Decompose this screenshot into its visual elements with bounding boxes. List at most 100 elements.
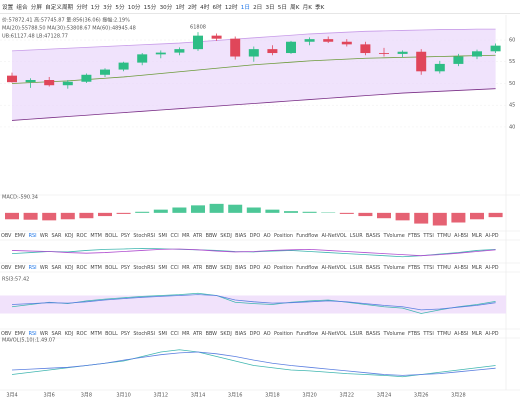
indicator-tab[interactable]: LSUR	[349, 232, 363, 239]
indicator-tab[interactable]: MR	[182, 264, 190, 271]
indicator-tab[interactable]: TTSI	[423, 264, 434, 271]
indicator-tab[interactable]: SAR	[51, 264, 62, 271]
indicator-tab[interactable]: DPO	[249, 330, 261, 337]
toolbar-item[interactable]: 6时	[212, 4, 222, 11]
indicator-tab[interactable]: ROC	[76, 330, 88, 337]
toolbar-item[interactable]: 5分	[115, 4, 125, 11]
indicator-tab[interactable]: PSY	[120, 330, 131, 337]
indicator-tab[interactable]: TTMU	[437, 330, 451, 337]
indicator-tab[interactable]: SKDJ	[220, 232, 232, 239]
indicator-tab[interactable]: RSI	[28, 232, 37, 239]
indicator-tab[interactable]: AI-PD	[485, 232, 499, 239]
indicator-tab[interactable]: SMI	[158, 330, 168, 337]
indicator-tab[interactable]: SAR	[51, 330, 62, 337]
indicator-tab[interactable]: StochRSI	[133, 330, 156, 337]
indicator-tab[interactable]: PSY	[120, 264, 131, 271]
indicator-tab[interactable]: AI-PD	[485, 330, 499, 337]
toolbar-item[interactable]: 分屏	[30, 4, 42, 11]
indicator-tab[interactable]: BIAS	[235, 232, 247, 239]
indicator-tab[interactable]: AI-NetVOL	[321, 264, 347, 271]
indicator-tab[interactable]: EMV	[14, 232, 26, 239]
indicator-tab[interactable]: BASIS	[365, 232, 381, 239]
indicator-tab[interactable]: AI-NetVOL	[321, 330, 347, 337]
indicator-tab[interactable]: TVolume	[383, 330, 405, 337]
indicator-tab[interactable]: LSUR	[349, 264, 363, 271]
indicator-tab[interactable]: RSI	[28, 264, 37, 271]
indicator-tab[interactable]: TVolume	[383, 264, 405, 271]
toolbar-item[interactable]: 1日	[240, 4, 250, 11]
indicator-tab[interactable]: BOLL	[105, 330, 118, 337]
indicator-tab[interactable]: RSI	[28, 330, 37, 337]
toolbar-item[interactable]: 3日	[265, 4, 275, 11]
toolbar-item[interactable]: 2日	[253, 4, 263, 11]
indicator-tab[interactable]: MTM	[90, 264, 102, 271]
indicator-tab[interactable]: AI-PD	[485, 264, 499, 271]
indicator-tab[interactable]: EMV	[14, 330, 26, 337]
indicator-tab[interactable]: Position	[273, 232, 293, 239]
indicator-tab[interactable]: SKDJ	[220, 264, 232, 271]
indicator-tab[interactable]: ROC	[76, 232, 88, 239]
indicator-tab[interactable]: KDJ	[64, 330, 74, 337]
indicator-tab[interactable]: ATR	[192, 264, 203, 271]
indicator-tab[interactable]: OBV	[1, 232, 12, 239]
indicator-tab[interactable]: MR	[182, 330, 190, 337]
indicator-tab[interactable]: KDJ	[64, 264, 74, 271]
indicator-tab[interactable]: AO	[263, 330, 271, 337]
toolbar-item[interactable]: 月K	[302, 4, 312, 11]
toolbar-item[interactable]: 设置	[2, 4, 14, 11]
toolbar-item[interactable]: 1分	[90, 4, 100, 11]
toolbar-item[interactable]: 季K	[315, 4, 325, 11]
toolbar-item[interactable]: 10分	[127, 4, 141, 11]
indicator-tab[interactable]: DPO	[249, 232, 261, 239]
indicator-tab[interactable]: FTBS	[408, 232, 421, 239]
indicator-tab[interactable]: BOLL	[105, 264, 118, 271]
indicator-tab[interactable]: ROC	[76, 264, 88, 271]
indicator-tab[interactable]: KDJ	[64, 232, 74, 239]
indicator-tab[interactable]: BASIS	[365, 264, 381, 271]
indicator-tab[interactable]: LSUR	[349, 330, 363, 337]
indicator-tab[interactable]: TTMU	[437, 264, 451, 271]
indicator-tab[interactable]: FTBS	[408, 264, 421, 271]
indicator-tab[interactable]: AI-BSI	[454, 264, 469, 271]
indicator-tab[interactable]: WR	[39, 264, 49, 271]
indicator-tab[interactable]: AO	[263, 232, 271, 239]
indicator-tab[interactable]: SKDJ	[220, 330, 232, 337]
indicator-tab[interactable]: CCI	[170, 264, 179, 271]
indicator-tab[interactable]: DPO	[249, 264, 261, 271]
toolbar-item[interactable]: 1时	[175, 4, 185, 11]
indicator-tab[interactable]: FTBS	[408, 330, 421, 337]
indicator-tab[interactable]: Position	[273, 264, 293, 271]
indicator-tab[interactable]: PSY	[120, 232, 131, 239]
indicator-tab[interactable]: SMI	[158, 264, 168, 271]
indicator-tab[interactable]: EMV	[14, 264, 26, 271]
indicator-tab[interactable]: TVolume	[383, 232, 405, 239]
indicator-tab[interactable]: BIAS	[235, 264, 247, 271]
indicator-tab[interactable]: TTSI	[423, 232, 434, 239]
indicator-tab[interactable]: AI-BSI	[454, 232, 469, 239]
indicator-tab[interactable]: SAR	[51, 232, 62, 239]
indicator-tab[interactable]: Fundflow	[296, 330, 319, 337]
indicator-tab[interactable]: StochRSI	[133, 264, 156, 271]
indicator-tab[interactable]: BIAS	[235, 330, 247, 337]
indicator-tab[interactable]: ATR	[192, 232, 203, 239]
toolbar-item[interactable]: 分时	[76, 4, 88, 11]
indicator-tab[interactable]: BBW	[205, 264, 217, 271]
indicator-tab[interactable]: Fundflow	[296, 232, 319, 239]
indicator-tab[interactable]: SMI	[158, 232, 168, 239]
indicator-tab[interactable]: StochRSI	[133, 232, 156, 239]
indicator-tab[interactable]: MTM	[90, 330, 102, 337]
indicator-tab[interactable]: TTSI	[423, 330, 434, 337]
toolbar-item[interactable]: 2时	[187, 4, 197, 11]
indicator-tab[interactable]: BASIS	[365, 330, 381, 337]
indicator-tab[interactable]: AI-BSI	[454, 330, 469, 337]
indicator-tab[interactable]: MTM	[90, 232, 102, 239]
toolbar-item[interactable]: 4时	[200, 4, 210, 11]
indicator-tab[interactable]: MLR	[471, 264, 482, 271]
toolbar-item[interactable]: 12时	[224, 4, 238, 11]
indicator-tab[interactable]: Fundflow	[296, 264, 319, 271]
indicator-tab[interactable]: MR	[182, 232, 190, 239]
indicator-tab[interactable]: BBW	[205, 232, 217, 239]
indicator-tab[interactable]: BBW	[205, 330, 217, 337]
indicator-tab[interactable]: OBV	[1, 264, 12, 271]
toolbar-item[interactable]: 周K	[290, 4, 300, 11]
